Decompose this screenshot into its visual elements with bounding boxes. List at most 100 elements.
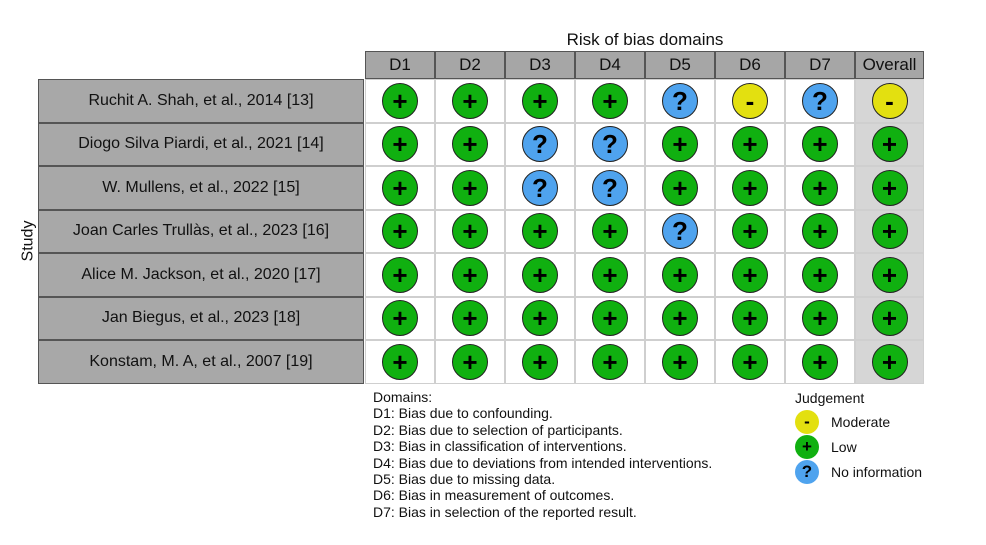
judgement-moderate-icon: -	[732, 82, 768, 119]
judgement-cell: +	[575, 79, 645, 123]
judgement-low-icon: +	[592, 300, 628, 337]
judgement-cell: +	[785, 340, 855, 384]
judgement-low-icon: +	[522, 256, 558, 293]
study-label: Jan Biegus, et al., 2023 [18]	[38, 296, 364, 340]
judgement-low-icon: +	[732, 343, 768, 380]
legend-label: No information	[831, 463, 923, 480]
judgement-low-icon: +	[382, 256, 418, 293]
domain-definition: D5: Bias due to missing data.	[373, 471, 556, 488]
judgement-cell: ?	[575, 166, 645, 210]
judgement-low-icon: +	[452, 213, 488, 250]
column-header-overall: Overall	[855, 51, 924, 79]
judgement-low-icon: +	[871, 126, 908, 163]
column-header-d7: D7	[785, 51, 855, 79]
judgement-cell: ?	[575, 122, 645, 166]
judgement-low-icon: +	[732, 256, 768, 293]
judgement-cell: +	[715, 166, 785, 210]
judgement-low-icon: +	[802, 300, 838, 337]
judgement-cell: ?	[785, 79, 855, 123]
judgement-low-icon: +	[592, 213, 628, 250]
judgement-cell: +	[435, 253, 505, 297]
legend-title: Judgement	[795, 390, 865, 406]
judgement-cell: +	[715, 296, 785, 340]
judgement-cell: +	[505, 209, 575, 253]
column-header-d3: D3	[505, 51, 575, 79]
column-header-d5: D5	[645, 51, 715, 79]
judgement-low-icon: +	[592, 82, 628, 119]
judgement-cell: +	[715, 253, 785, 297]
judgement-low-icon: +	[382, 169, 418, 206]
study-label: Konstam, M. A, et al., 2007 [19]	[38, 340, 364, 384]
judgement-no-information-icon: ?	[522, 169, 558, 206]
judgement-low-icon: +	[871, 213, 908, 250]
judgement-low-icon: +	[802, 213, 838, 250]
judgement-cell: +	[785, 122, 855, 166]
column-header-d2: D2	[435, 51, 505, 79]
judgement-no-information-icon: ?	[795, 459, 819, 484]
judgement-cell: +	[365, 209, 435, 253]
domain-definition: D6: Bias in measurement of outcomes.	[373, 487, 615, 504]
judgement-low-icon: +	[871, 343, 908, 380]
legend-item: ? No information	[795, 459, 923, 484]
judgement-low-icon: +	[522, 82, 558, 119]
judgement-low-icon: +	[592, 343, 628, 380]
judgement-low-icon: +	[382, 82, 418, 119]
judgement-cell: +	[785, 209, 855, 253]
judgement-cell: +	[365, 166, 435, 210]
domain-definition: D3: Bias in classification of interventi…	[373, 438, 627, 455]
judgement-cell: +	[435, 209, 505, 253]
domain-definition: D4: Bias due to deviations from intended…	[373, 454, 713, 471]
judgement-low-icon: +	[662, 256, 698, 293]
judgement-cell: +	[645, 166, 715, 210]
judgement-cell: +	[575, 296, 645, 340]
domains-heading: Domains:	[373, 389, 433, 405]
legend-item: - Moderate	[795, 409, 922, 434]
judgement-cell: +	[715, 340, 785, 384]
judgement-low-icon: +	[522, 343, 558, 380]
judgement-cell: +	[855, 209, 924, 253]
judgement-cell: +	[645, 253, 715, 297]
judgement-cell: +	[365, 296, 435, 340]
judgement-low-icon: +	[522, 300, 558, 337]
judgement-cell: +	[505, 296, 575, 340]
judgement-cell: +	[855, 296, 924, 340]
judgement-low-icon: +	[452, 82, 488, 119]
judgement-low-icon: +	[802, 169, 838, 206]
study-label: Alice M. Jackson, et al., 2020 [17]	[38, 253, 364, 297]
judgement-cell: +	[785, 253, 855, 297]
judgement-low-icon: +	[732, 300, 768, 337]
judgement-cell: +	[365, 253, 435, 297]
judgement-cell: +	[715, 122, 785, 166]
judgement-cell: +	[855, 122, 924, 166]
judgement-low-icon: +	[732, 169, 768, 206]
judgement-low-icon: +	[662, 126, 698, 163]
study-label: Joan Carles Trullàs, et al., 2023 [16]	[38, 209, 364, 253]
legend-label: Low	[831, 438, 857, 455]
judgement-cell: +	[855, 253, 924, 297]
column-header-d4: D4	[575, 51, 645, 79]
judgement-cell: ?	[505, 122, 575, 166]
judgement-moderate-icon: -	[795, 409, 819, 434]
judgement-low-icon: +	[795, 434, 819, 459]
judgement-cell: +	[505, 340, 575, 384]
judgement-low-icon: +	[802, 256, 838, 293]
judgement-low-icon: +	[871, 169, 908, 206]
judgement-low-icon: +	[871, 300, 908, 337]
judgement-cell: +	[855, 166, 924, 210]
judgement-low-icon: +	[452, 169, 488, 206]
judgement-no-information-icon: ?	[662, 82, 698, 119]
domain-definition: D2: Bias due to selection of participant…	[373, 421, 623, 438]
judgement-cell: +	[575, 340, 645, 384]
judgement-cell: +	[435, 166, 505, 210]
chart-title: Risk of bias domains	[566, 30, 724, 49]
judgement-cell: +	[365, 122, 435, 166]
judgement-cell: +	[435, 79, 505, 123]
legend: Judgement - Moderate + Low? No information	[795, 390, 923, 484]
judgement-low-icon: +	[662, 343, 698, 380]
judgement-low-icon: +	[452, 300, 488, 337]
judgement-cell: +	[435, 122, 505, 166]
judgement-low-icon: +	[522, 213, 558, 250]
judgement-low-icon: +	[732, 126, 768, 163]
judgement-no-information-icon: ?	[802, 82, 838, 119]
